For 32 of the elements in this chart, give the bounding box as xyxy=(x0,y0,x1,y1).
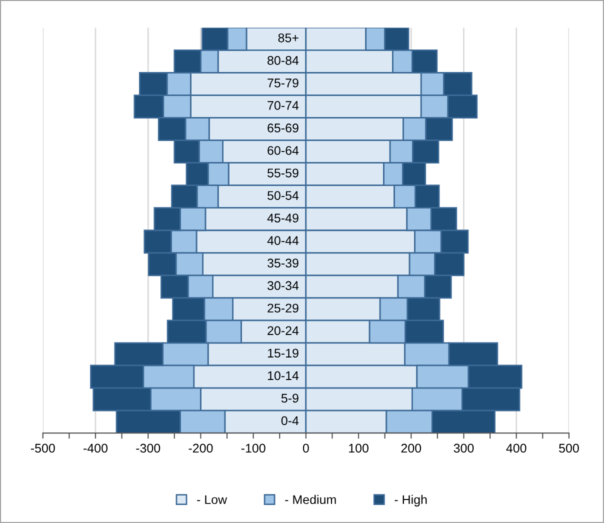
y-tick-label: 25-29 xyxy=(268,304,298,313)
y-tick-label: 5-9 xyxy=(281,394,298,403)
y-tick-label: 85+ xyxy=(278,33,298,42)
x-tick-label: -200 xyxy=(188,444,213,453)
x-tick-label: 0 xyxy=(302,444,309,453)
x-tick-label: -100 xyxy=(241,444,266,453)
legend-label: - Medium xyxy=(285,494,336,504)
x-tick-label: -300 xyxy=(136,444,160,453)
y-tick-label: 30-34 xyxy=(267,281,299,290)
y-tick-label: 45-49 xyxy=(267,214,298,222)
y-tick-label: 65-69 xyxy=(268,124,298,132)
x-tick-label: 300 xyxy=(454,444,474,453)
x-tick-label: 200 xyxy=(401,444,422,453)
y-tick-label: 0-4 xyxy=(281,416,299,426)
y-tick-label: 80-84 xyxy=(268,56,299,65)
y-tick-label: 15-19 xyxy=(268,348,298,358)
y-tick-label: 20-24 xyxy=(268,326,299,336)
x-tick-label: 100 xyxy=(349,444,368,453)
y-tick-label: 50-54 xyxy=(268,191,299,200)
x-tick-label: -400 xyxy=(84,444,108,453)
y-tick-label: 55-59 xyxy=(268,168,298,178)
x-tick-label: 400 xyxy=(506,444,526,453)
y-tick-label: 60-64 xyxy=(268,146,299,155)
y-tick-label: 75-79 xyxy=(268,78,298,88)
x-tick-label: 500 xyxy=(559,444,579,453)
legend-label: - Low xyxy=(197,495,228,504)
x-tick-label: -500 xyxy=(30,444,55,453)
y-tick-label: 35-39 xyxy=(267,258,298,268)
legend-label: - High xyxy=(394,494,427,507)
y-tick-label: 10-14 xyxy=(268,371,299,380)
y-tick-label: 40-44 xyxy=(267,236,299,245)
y-tick-label: 70-74 xyxy=(268,101,299,110)
